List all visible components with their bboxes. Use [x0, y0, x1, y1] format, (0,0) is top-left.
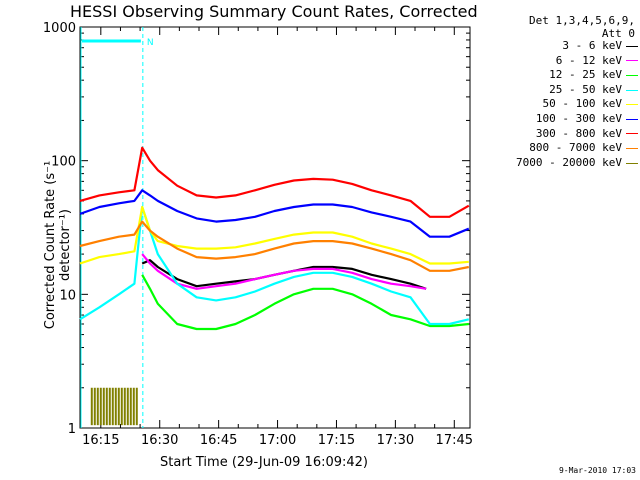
- legend-entry: 100 - 300 keV: [478, 112, 638, 127]
- legend-label: 12 - 25 keV: [549, 68, 622, 82]
- legend-entry: 6 - 12 keV: [478, 54, 638, 69]
- x-tick-label: 17:45: [436, 433, 473, 448]
- legend-label: 800 - 7000 keV: [529, 141, 622, 155]
- series-line-12-25kev: [141, 274, 469, 331]
- annotation-n: N: [147, 38, 154, 48]
- legend-entry: 800 - 7000 keV: [478, 141, 638, 156]
- legend-swatch: [626, 147, 638, 149]
- series-line-6-12kev: [141, 253, 427, 290]
- legend-swatch: [626, 74, 638, 76]
- legend: 3 - 6 keV 6 - 12 keV 12 - 25 keV 25 - 50 ke…: [478, 39, 638, 170]
- x-tick-label: 17:30: [377, 433, 414, 448]
- y-tick-label: 100: [51, 155, 76, 170]
- x-tick-label: 16:45: [200, 433, 237, 448]
- x-tick-label: 16:15: [82, 433, 119, 448]
- x-axis-label: Start Time (29-Jun-09 16:09:42): [160, 455, 368, 470]
- x-tick-label: 17:00: [259, 433, 296, 448]
- x-tick-label: 17:15: [318, 433, 355, 448]
- legend-swatch: [626, 89, 638, 91]
- y-tick-label: 10: [59, 288, 76, 303]
- series-line-25-50kev: [79, 205, 470, 326]
- legend-entry: 12 - 25 keV: [478, 68, 638, 83]
- legend-swatch: [626, 45, 638, 47]
- legend-entry: 25 - 50 keV: [478, 83, 638, 98]
- series-line-300-800kev: [79, 146, 470, 218]
- x-tick-label: 16:30: [141, 433, 178, 448]
- detector-info-line-2: Att 0: [601, 27, 635, 40]
- series-line-3-6kev: [141, 259, 427, 290]
- series-line-100-300kev: [79, 189, 470, 238]
- footer-stamp: 9-Mar-2010 17:03: [558, 466, 636, 475]
- plot-frame: [79, 26, 471, 429]
- legend-entry: 50 - 100 keV: [478, 97, 638, 112]
- legend-swatch: [626, 133, 638, 135]
- legend-label: 3 - 6 keV: [562, 39, 622, 52]
- legend-label: 7000 - 20000 keV: [516, 155, 622, 169]
- series-line-800-7000kev: [79, 220, 470, 272]
- legend-label: 300 - 800 keV: [535, 126, 622, 140]
- legend-label: 50 - 100 keV: [542, 97, 622, 111]
- legend-swatch: [626, 118, 638, 120]
- legend-swatch: [626, 60, 638, 62]
- legend-label: 25 - 50 keV: [549, 82, 622, 96]
- chart-title: HESSI Observing Summary Count Rates, Cor…: [70, 2, 478, 21]
- legend-swatch: [626, 162, 638, 164]
- legend-swatch: [626, 104, 638, 106]
- legend-label: 6 - 12 keV: [555, 53, 622, 67]
- y-tick-label: 1000: [43, 21, 76, 36]
- series-line-50-100kev: [79, 205, 469, 265]
- detector-info-line-1: Det 1,3,4,5,6,9,: [529, 14, 635, 27]
- legend-entry: 7000 - 20000 keV: [478, 156, 638, 171]
- legend-label: 100 - 300 keV: [535, 111, 622, 125]
- legend-entry: 3 - 6 keV: [478, 39, 638, 54]
- legend-entry: 300 - 800 keV: [478, 127, 638, 142]
- y-tick-label: 1: [68, 422, 76, 437]
- y-axis-label: Corrected Count Rate (s⁻¹ detector⁻¹): [43, 160, 73, 330]
